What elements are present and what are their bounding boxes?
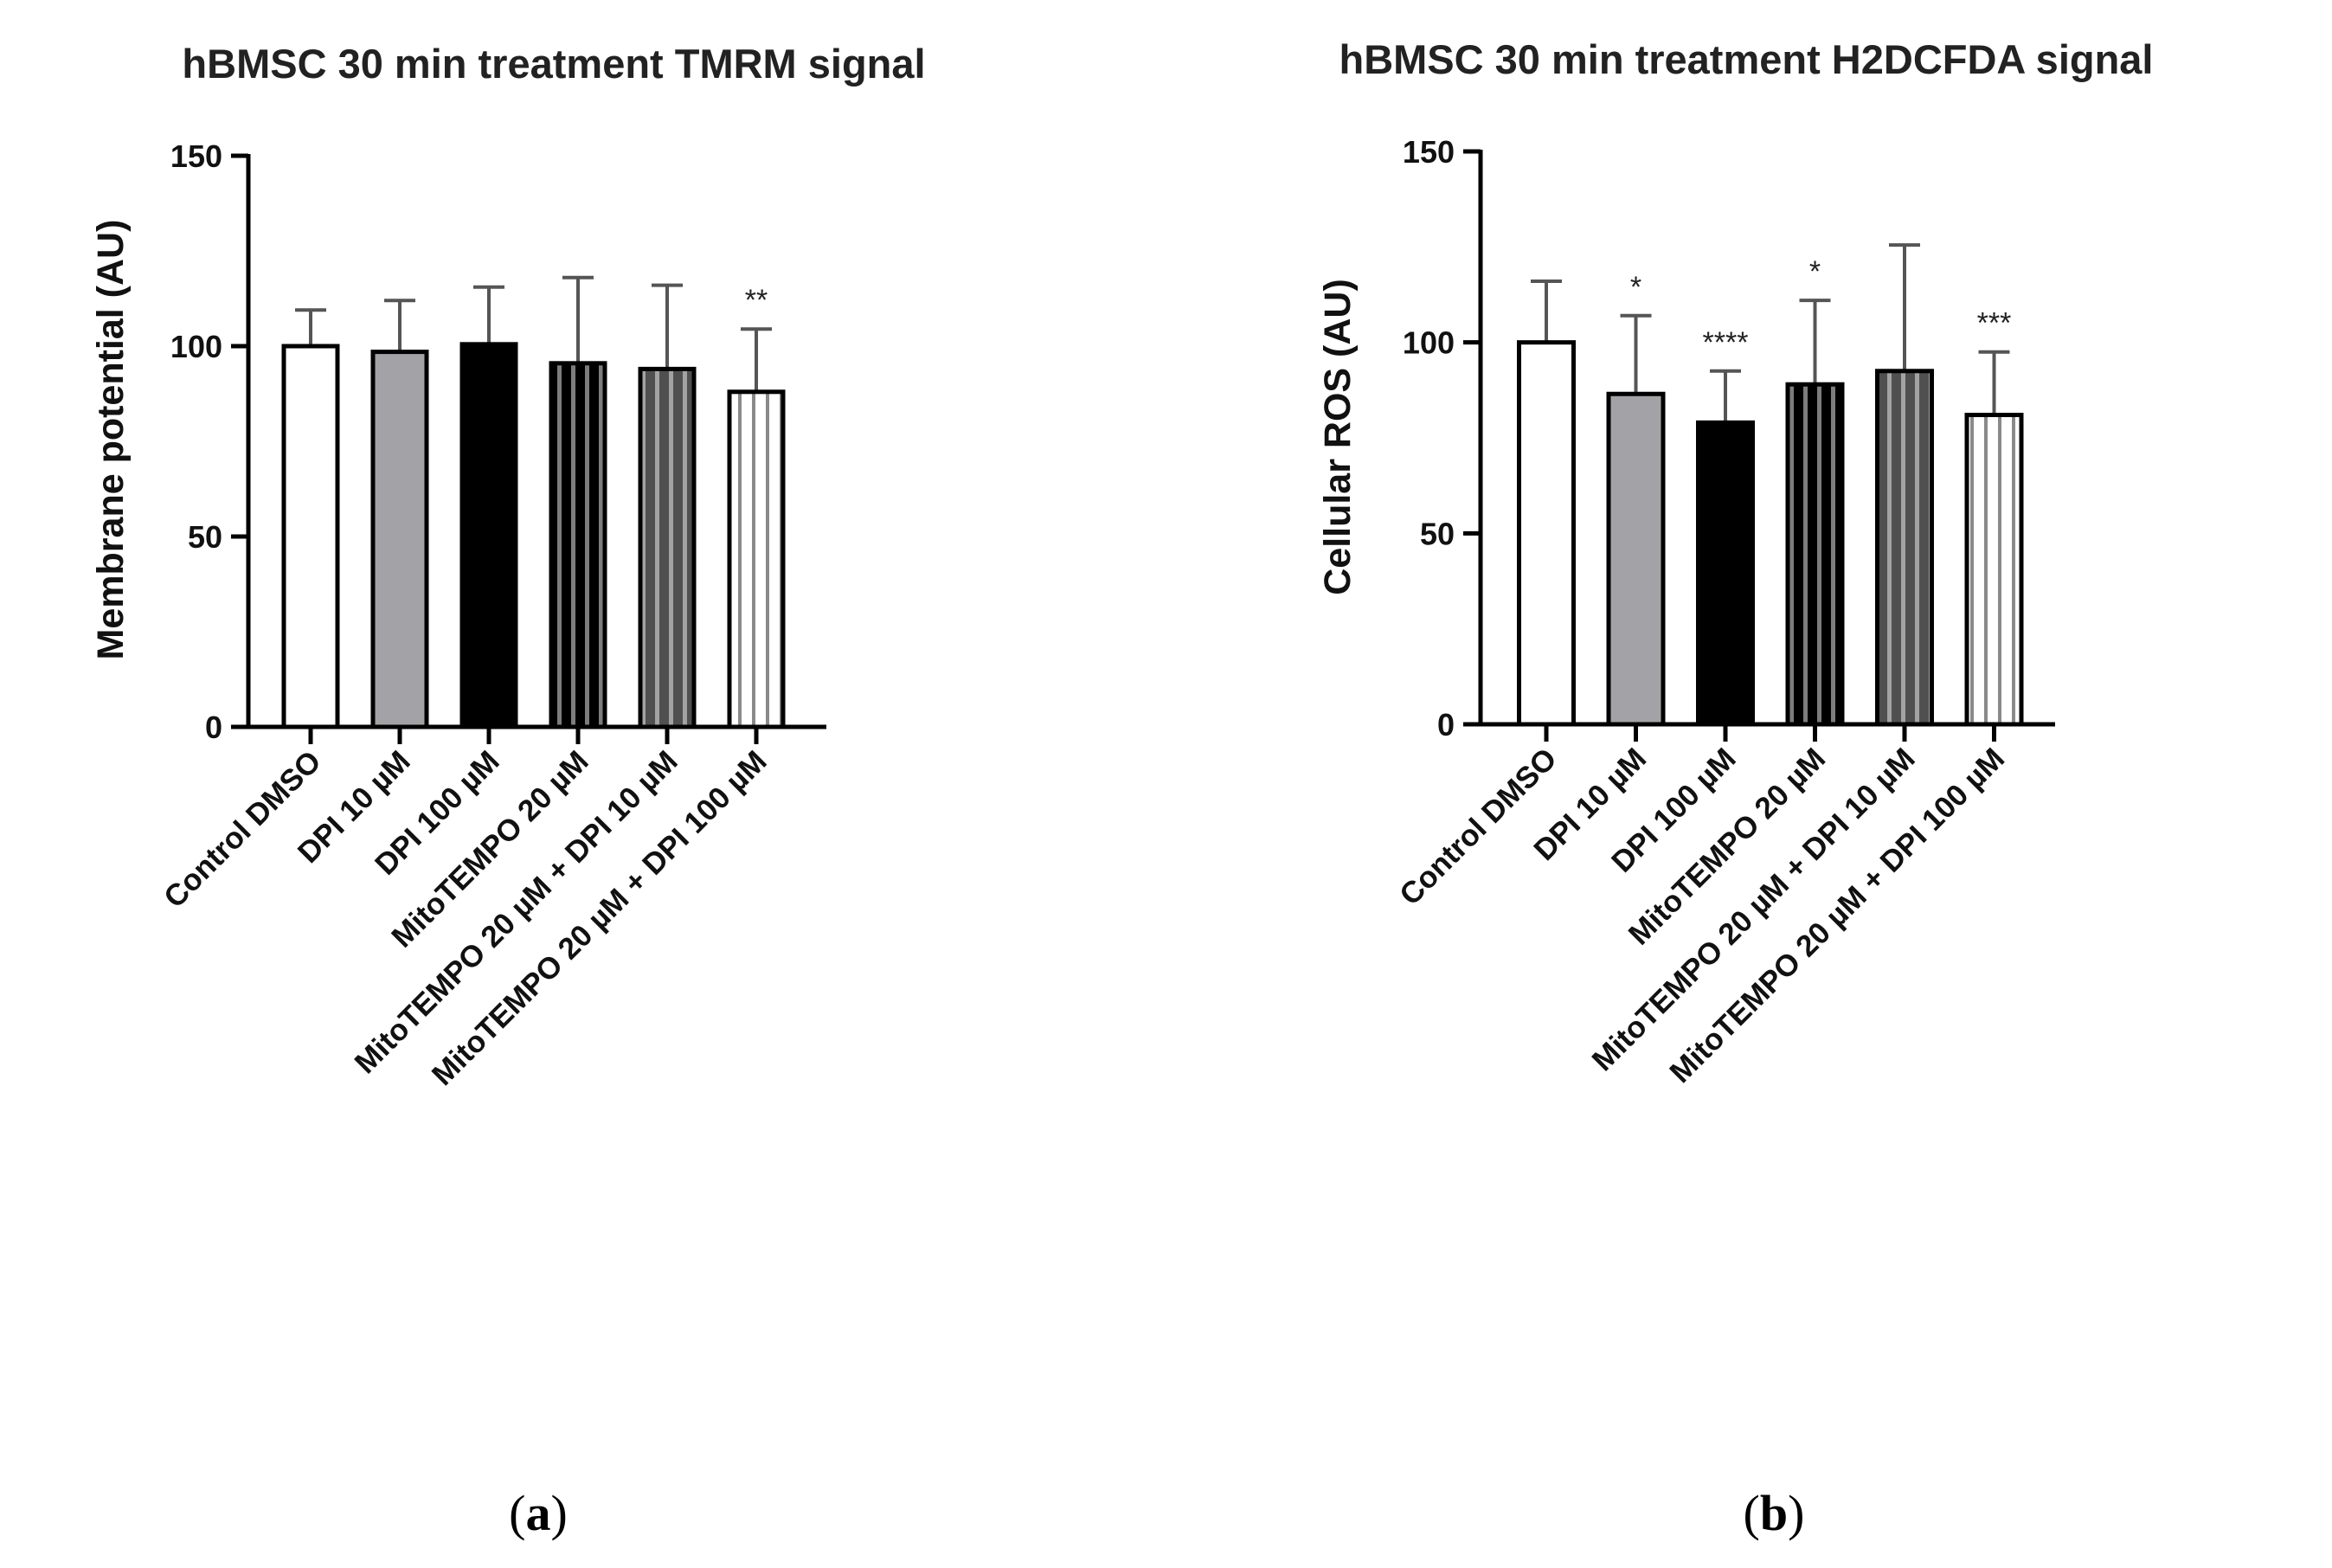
y-tick-label: 0 (205, 710, 222, 745)
bar (549, 361, 607, 729)
bar (1696, 420, 1755, 727)
y-tick-label: 0 (1437, 707, 1455, 742)
bar (1606, 391, 1666, 727)
bar (459, 342, 518, 729)
x-tick-label: MitoTEMPO 20 µM + DPI 10 µM (348, 744, 684, 1080)
bar (727, 389, 786, 729)
significance-label: * (1809, 255, 1821, 288)
chart-title: hBMSC 30 min treatment H2DCFDA signal (1339, 36, 2153, 82)
x-tick-label: MitoTEMPO 20 µM + DPI 100 µM (1663, 742, 2011, 1089)
bar (638, 366, 697, 729)
significance-label: ** (745, 284, 768, 317)
chart-panel-a: hBMSC 30 min treatment TMRM signal Membr… (90, 41, 926, 1541)
significance-label: * (1630, 271, 1641, 304)
x-tick-label: Control DMSO (1393, 742, 1564, 912)
x-tick-label: MitoTEMPO 20 µM + DPI 10 µM (1585, 742, 1921, 1077)
panel-letter: a (526, 1485, 551, 1541)
y-axis-label: Membrane potential (AU) (90, 220, 132, 660)
bar (1785, 382, 1845, 727)
y-axis-label: Cellular ROS (AU) (1317, 279, 1359, 595)
significance-label: *** (1977, 307, 2012, 340)
bar (1964, 413, 2024, 727)
y-tick-label: 50 (1420, 516, 1455, 551)
bar (1517, 340, 1576, 727)
y-tick-label: 100 (1403, 325, 1455, 361)
bar (1875, 369, 1934, 727)
y-tick-label: 150 (170, 138, 222, 174)
y-tick-label: 50 (188, 519, 222, 555)
panel-label-a: (a) (509, 1485, 568, 1541)
bar (281, 344, 340, 729)
y-tick-label: 100 (170, 329, 222, 364)
y-tick-label: 150 (1403, 134, 1455, 170)
panel-label-b: (b) (1744, 1485, 1805, 1541)
x-tick-label: MitoTEMPO 20 µM + DPI 100 µM (426, 744, 774, 1092)
chart-panel-b: hBMSC 30 min treatment H2DCFDA signal Ce… (1317, 36, 2154, 1541)
bar (370, 350, 429, 729)
panel-letter: b (1760, 1485, 1788, 1541)
x-tick-label: Control DMSO (157, 744, 328, 915)
significance-label: **** (1703, 326, 1749, 359)
chart-title: hBMSC 30 min treatment TMRM signal (182, 41, 925, 87)
